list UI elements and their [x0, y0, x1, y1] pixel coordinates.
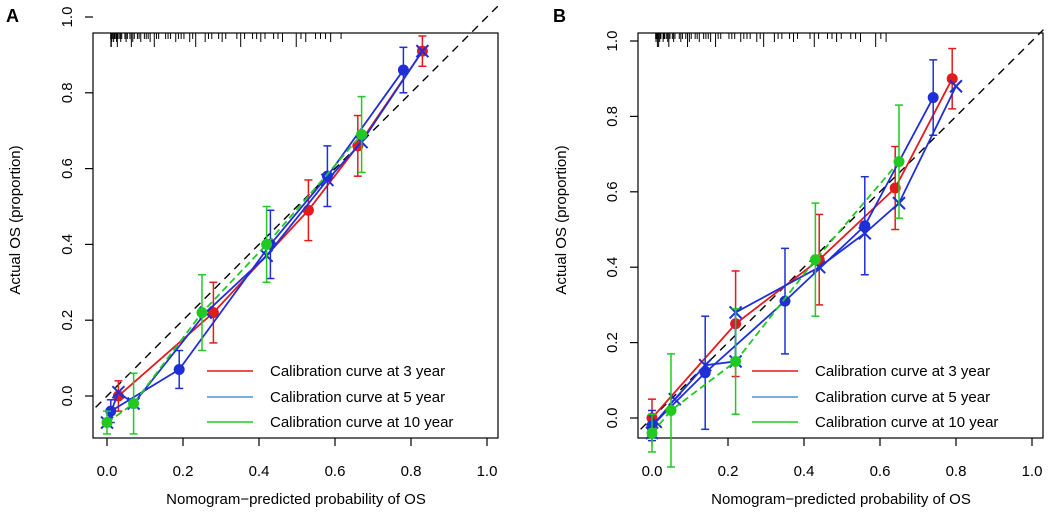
data-point: [730, 355, 742, 367]
legend-label-5yr: Calibration curve at 5 year: [270, 389, 445, 406]
data-point: [397, 64, 409, 76]
data-point: [946, 73, 958, 85]
y-tick-label: 0.4: [604, 257, 621, 278]
x-axis-label: Nomogram−predicted probability of OS: [711, 491, 971, 508]
legend-label-10yr: Calibration curve at 10 year: [815, 414, 998, 431]
y-tick-label: 1.0: [604, 31, 621, 52]
data-point: [173, 363, 185, 375]
x-tick-label: 0.2: [718, 463, 739, 480]
data-point: [207, 307, 219, 319]
rug-marks: [655, 33, 887, 47]
data-point: [196, 307, 208, 319]
y-tick-label: 0.0: [59, 386, 76, 407]
data-point: [893, 156, 905, 168]
rug-marks: [110, 33, 342, 47]
x-tick-label: 1.0: [1022, 463, 1043, 480]
panel-b: B 0.0 0.2 0.4 0.6 0.8 1.0 0.0 0.2 0.4 0.6 0.8 1.0 N…: [553, 6, 1044, 508]
x-tick-label: 0.0: [642, 463, 663, 480]
x-tick-label: 0.4: [794, 463, 815, 480]
data-point: [665, 404, 677, 416]
legend-label-10yr: Calibration curve at 10 year: [270, 414, 453, 431]
legend-label-5yr: Calibration curve at 5 year: [815, 389, 990, 406]
x-tick-label: 0.6: [870, 463, 891, 480]
ideal-diagonal: [95, 5, 499, 408]
legend-label-3yr: Calibration curve at 3 year: [270, 363, 445, 380]
y-tick-label: 0.8: [604, 106, 621, 127]
y-axis-label: Actual OS (proportion): [7, 145, 24, 294]
data-point: [128, 398, 140, 410]
data-point-cross: [698, 358, 712, 372]
plot-frame: [92, 32, 499, 439]
x-tick-label: 0.0: [97, 463, 118, 480]
data-point: [321, 170, 333, 182]
legend: Calibration curve at 3 year Calibration …: [752, 363, 998, 431]
data-point-cross: [320, 173, 335, 187]
x-tick-label: 0.6: [325, 463, 346, 480]
x-axis-label: Nomogram−predicted probability of OS: [166, 491, 426, 508]
series-line: [110, 69, 405, 412]
data-point: [101, 417, 113, 429]
x-tick-label: 0.4: [249, 463, 270, 480]
data-point-cross: [415, 44, 430, 58]
legend: Calibration curve at 3 year Calibration …: [207, 363, 453, 431]
panel-label: B: [553, 6, 566, 26]
data-point: [302, 204, 314, 216]
series-layer: [100, 35, 430, 435]
data-point: [889, 182, 901, 194]
data-point: [646, 427, 658, 439]
y-axis-label: Actual OS (proportion): [553, 145, 570, 294]
data-point: [356, 128, 368, 140]
legend-label-3yr: Calibration curve at 3 year: [815, 363, 990, 380]
y-tick-label: 1.0: [59, 7, 76, 28]
data-point-cross: [858, 226, 872, 240]
x-tick-label: 0.2: [173, 463, 194, 480]
y-tick-label: 0.6: [604, 181, 621, 202]
y-tick-label: 0.2: [604, 332, 621, 353]
y-tick-label: 0.8: [59, 82, 76, 103]
data-point-cross: [111, 385, 126, 399]
x-tick-label: 1.0: [477, 463, 498, 480]
data-point: [261, 238, 273, 250]
y-tick-label: 0.6: [59, 158, 76, 179]
plot-frame: [637, 32, 1044, 439]
data-point: [699, 367, 711, 379]
y-tick-label: 0.0: [604, 408, 621, 429]
data-point: [809, 254, 821, 266]
x-tick-label: 0.8: [401, 463, 422, 480]
data-point: [927, 92, 939, 104]
data-point-cross: [949, 79, 963, 93]
axis-ticks: 0.0 0.2 0.4 0.6 0.8 1.0 0.0 0.2 0.4 0.6 0.8 1.0: [59, 7, 497, 480]
y-tick-label: 0.4: [59, 234, 76, 255]
panel-a: A 0.0 0.2 0.4 0.6 0.8 1.0 0.0 0.2 0.4 0.6 0.8 1.0 N…: [6, 5, 499, 508]
data-point: [779, 295, 791, 307]
series-layer: [645, 47, 963, 468]
panel-label: A: [6, 6, 19, 26]
x-tick-label: 0.8: [946, 463, 967, 480]
data-point: [859, 220, 871, 232]
y-tick-label: 0.2: [59, 310, 76, 331]
